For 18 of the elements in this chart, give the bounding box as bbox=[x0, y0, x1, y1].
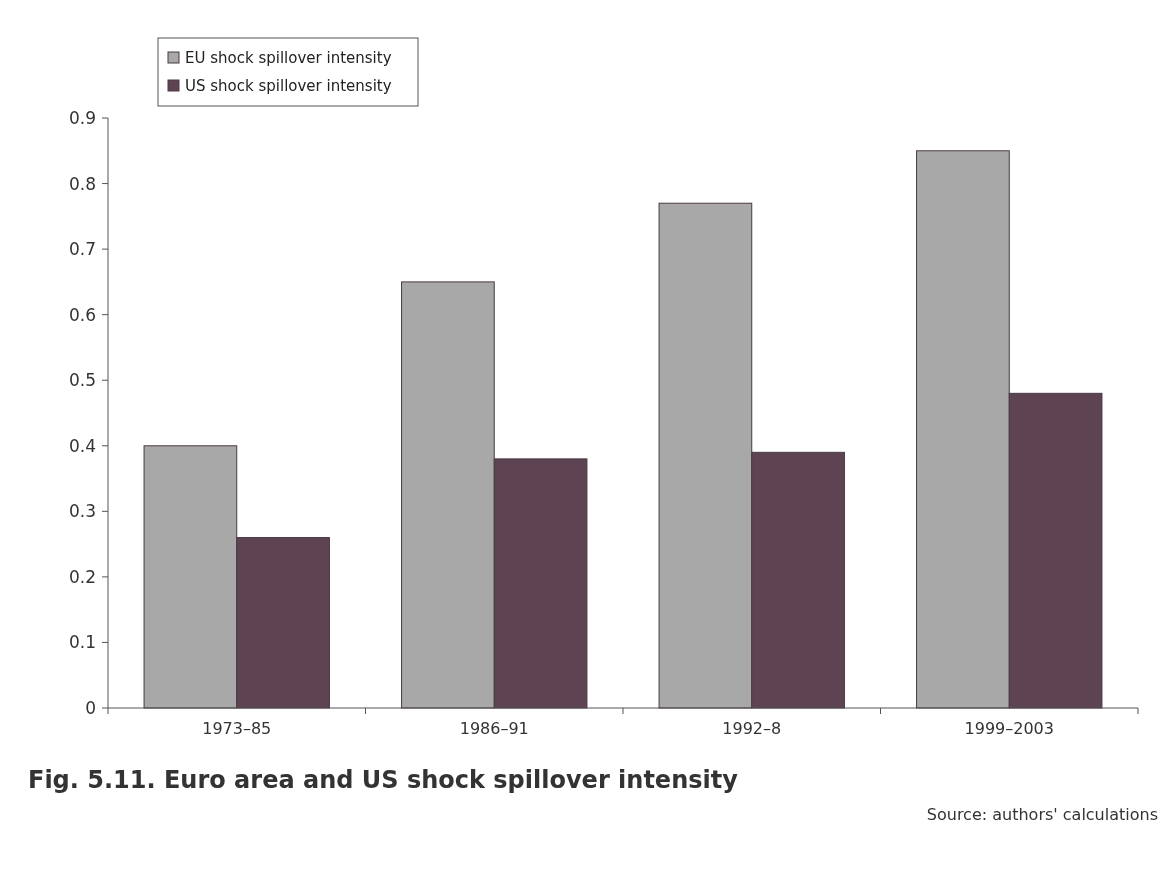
y-tick-label: 0.4 bbox=[68, 435, 96, 456]
y-tick-label: 0.1 bbox=[68, 632, 96, 653]
x-tick-label: 1999–2003 bbox=[964, 719, 1054, 738]
legend-label: EU shock spillover intensity bbox=[185, 49, 392, 68]
y-tick-label: 0.7 bbox=[68, 239, 96, 260]
source-note: Source: authors' calculations bbox=[926, 805, 1158, 824]
y-tick-label: 0.9 bbox=[68, 107, 96, 128]
y-tick-label: 0.3 bbox=[68, 501, 96, 522]
y-tick-label: 0.2 bbox=[68, 566, 96, 587]
text: Fig. 5.11. Euro area and US shock spillover intensity bbox=[28, 766, 739, 794]
x-tick-label: 1973–85 bbox=[202, 719, 272, 738]
x-tick-label: 1986–91 bbox=[459, 719, 529, 738]
y-tick-label: 0 bbox=[85, 697, 96, 718]
x-tick-label: 1992–8 bbox=[722, 719, 782, 738]
legend-label: US shock spillover intensity bbox=[185, 77, 392, 96]
y-tick-label: 0.8 bbox=[68, 173, 96, 194]
y-tick-label: 0.5 bbox=[68, 370, 96, 391]
y-tick-label: 0.6 bbox=[68, 304, 96, 325]
